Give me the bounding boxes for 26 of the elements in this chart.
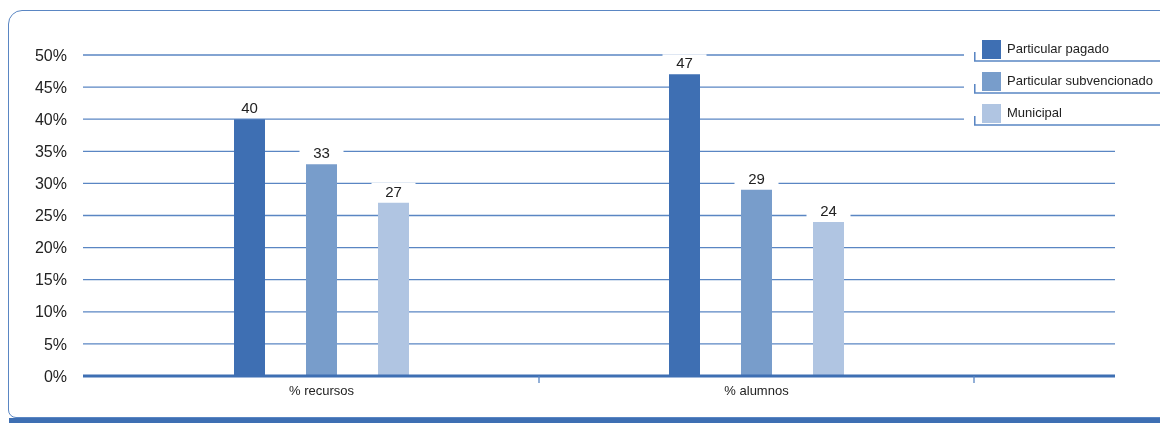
- y-tick-label: 20%: [34, 239, 67, 257]
- bar: [813, 221, 844, 376]
- data-label: 33: [313, 144, 330, 162]
- y-tick-label: 40%: [34, 110, 67, 128]
- y-tick-label: 50%: [34, 46, 67, 64]
- bar: [741, 189, 772, 376]
- y-tick-label: 30%: [34, 175, 67, 193]
- data-label: 47: [676, 54, 693, 72]
- bar: [306, 164, 337, 376]
- legend-label: Municipal: [1007, 105, 1062, 120]
- y-tick-label: 25%: [34, 207, 67, 225]
- data-label: 40: [241, 99, 258, 117]
- data-label: 24: [820, 201, 837, 219]
- x-tick-label: % recursos: [288, 383, 355, 398]
- legend-label: Particular subvencionado: [1007, 73, 1153, 88]
- data-label: 27: [385, 182, 402, 200]
- legend-label: Particular pagado: [1007, 41, 1109, 56]
- data-label: 29: [748, 169, 765, 187]
- y-tick-label: 35%: [34, 142, 67, 160]
- x-tick-label: % alumnos: [724, 383, 790, 398]
- y-tick-label: 10%: [34, 303, 67, 321]
- y-tick-label: 15%: [34, 271, 67, 289]
- bar: [378, 202, 409, 376]
- y-tick-label: 0%: [43, 367, 67, 385]
- y-tick-label: 5%: [43, 335, 67, 353]
- y-tick-label: 45%: [34, 78, 67, 96]
